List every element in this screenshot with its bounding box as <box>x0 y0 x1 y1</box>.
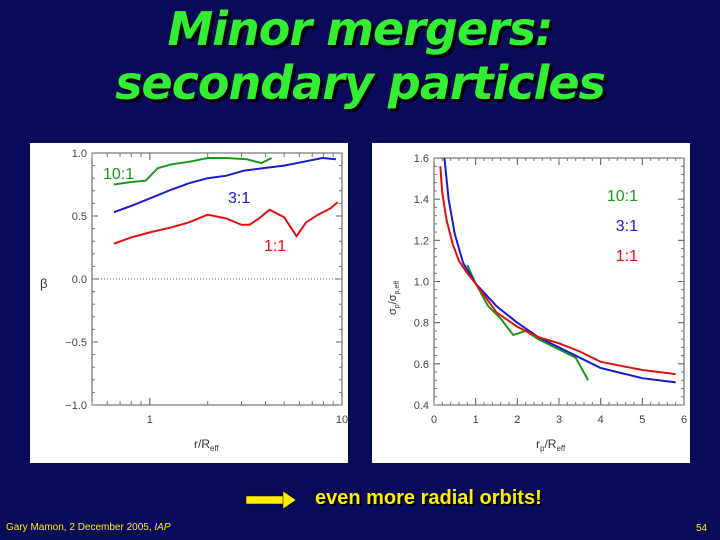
plot-frame <box>433 157 685 406</box>
footer-credit: Gary Mamon, 2 December 2005, IAP <box>6 522 171 533</box>
y-tick-label: 1.0 <box>414 277 429 289</box>
x-tick-label: 3 <box>556 414 562 426</box>
beta-profile-chart: 1.0 0.5 0.0 −0.5 −1.0 1 10 10:1 3:1 1:1 β r/Reff <box>40 148 348 453</box>
y-tick-label: 0.4 <box>414 400 429 412</box>
y-tick-label: 0.5 <box>72 211 87 223</box>
x-tick-label: 10 <box>336 414 348 426</box>
series-line-3-to-1 <box>113 156 336 214</box>
y-tick-label: 1.0 <box>72 148 87 160</box>
x-tick-label: 0 <box>431 414 437 426</box>
series-line-10-to-1 <box>113 157 273 186</box>
beta-profile-chart-panel: 1.0 0.5 0.0 −0.5 −1.0 1 10 10:1 3:1 1:1 β r/Reff <box>30 143 348 463</box>
y-axis-label: σp/σp,eff <box>387 281 401 315</box>
series-line-3-to-1 <box>443 157 676 384</box>
conclusion-text: even more radial orbits! <box>315 487 542 509</box>
dispersion-profile-chart: 1.61.41.21.00.80.60.40 1 2 3 4 5 6 10:13:11:1 … <box>387 153 687 453</box>
series-label-10-to-1: 10:1 <box>607 188 638 205</box>
series-label-3-to-1: 3:1 <box>616 218 638 235</box>
series-label-3-to-1: 3:1 <box>228 190 250 207</box>
right-arrow-icon <box>245 490 297 510</box>
page-number: 54 <box>696 523 708 534</box>
x-tick-label: 6 <box>681 414 687 426</box>
plot-frame <box>91 152 343 406</box>
y-tick-label: −0.5 <box>65 337 87 349</box>
y-tick-label: 0.6 <box>414 359 429 371</box>
y-tick-label: 0.0 <box>72 274 87 286</box>
x-tick-label: 4 <box>598 414 604 426</box>
slide-title-line-2: secondary particles <box>115 56 606 110</box>
y-tick-label: −1.0 <box>65 400 87 412</box>
series-line-1-to-1 <box>113 201 339 245</box>
footer-author: Gary Mamon, 2 December 2005, <box>6 522 152 533</box>
series-label-10-to-1: 10:1 <box>103 166 134 183</box>
y-tick-label: 1.6 <box>414 153 429 165</box>
y-tick-label: 1.2 <box>414 235 429 247</box>
x-tick-label: 1 <box>473 414 479 426</box>
series-line-10-to-1 <box>466 264 590 381</box>
y-tick-label: 0.8 <box>414 318 429 330</box>
y-tick-label: 1.4 <box>414 194 429 206</box>
series-line-1-to-1 <box>439 166 676 376</box>
x-axis-label: r/Reff <box>194 437 220 453</box>
y-axis-label: β <box>40 276 47 291</box>
dispersion-profile-chart-panel: 1.6 1.4 1.2 1.0 0.8 0.6 0.4 0 1 2 3 4 5 6 10:1 3:1 1:1 … <box>372 143 690 463</box>
footer-institute: IAP <box>154 522 171 533</box>
x-tick-label: 5 <box>639 414 645 426</box>
x-axis-label: rp/Reff <box>536 437 566 453</box>
series-label-1-to-1: 1:1 <box>264 238 286 255</box>
x-tick-label: 1 <box>147 414 153 426</box>
slide-title-line-1: Minor mergers: <box>167 2 554 56</box>
series-label-1-to-1: 1:1 <box>616 248 638 265</box>
x-tick-label: 2 <box>514 414 520 426</box>
